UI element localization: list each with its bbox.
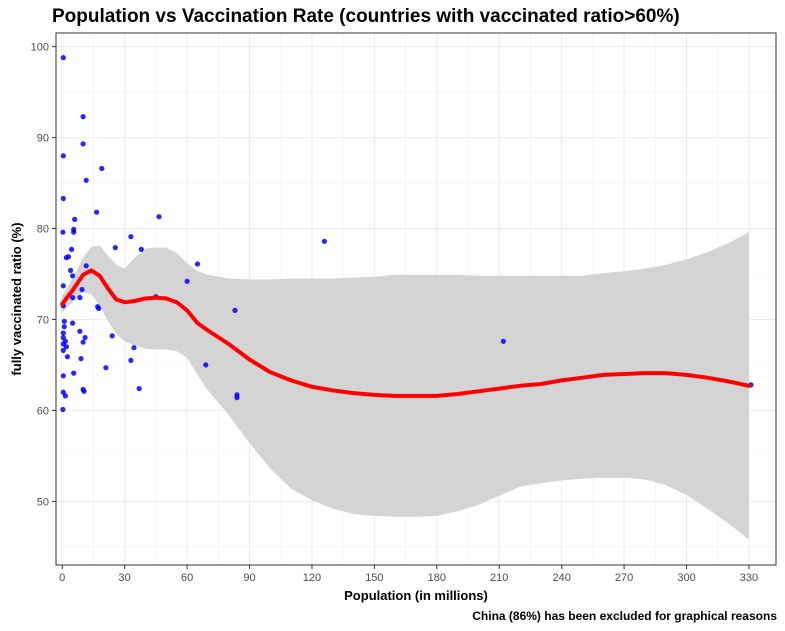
data-point: [203, 362, 209, 368]
data-point: [60, 283, 66, 289]
data-point: [60, 347, 66, 353]
data-point: [83, 263, 89, 269]
data-point: [136, 386, 142, 392]
data-point: [184, 278, 190, 284]
plot-border: [55, 32, 777, 566]
x-tick-label: 330: [740, 572, 758, 584]
smooth-trend-line: [60, 268, 751, 398]
data-point: [78, 356, 84, 362]
x-tick-label: 0: [59, 572, 65, 584]
x-tick-label: 210: [490, 572, 508, 584]
x-tick-label: 30: [119, 572, 131, 584]
data-point: [80, 339, 86, 345]
chart-title: Population vs Vaccination Rate (countrie…: [52, 6, 680, 27]
y-tick-label: 70: [37, 314, 49, 326]
data-point: [63, 255, 69, 261]
data-point: [80, 141, 86, 147]
data-point: [138, 246, 144, 252]
x-tick-label: 120: [303, 572, 321, 584]
x-tick-label: 90: [243, 572, 255, 584]
data-point: [70, 273, 76, 279]
x-tick-label: 270: [615, 572, 633, 584]
data-point: [60, 195, 66, 202]
data-point: [109, 333, 115, 339]
data-point: [60, 229, 66, 235]
data-point: [60, 330, 66, 336]
data-point: [60, 153, 66, 159]
data-point: [64, 354, 70, 360]
data-point: [61, 324, 67, 330]
data-point: [234, 395, 240, 401]
data-point: [94, 209, 100, 215]
x-tick-label: 300: [677, 572, 695, 584]
data-point: [71, 229, 77, 235]
data-point: [128, 234, 134, 240]
data-point: [83, 177, 89, 183]
y-tick-label: 50: [37, 496, 49, 508]
x-tick-label: 180: [428, 572, 446, 584]
y-tick-label: 100: [31, 42, 49, 54]
y-tick-label: 60: [37, 405, 49, 417]
data-point: [82, 335, 88, 341]
data-point: [128, 357, 134, 363]
data-point: [80, 114, 86, 120]
data-points: [60, 55, 754, 413]
y-axis-title: fully vaccinated ratio (%): [9, 222, 24, 375]
data-point: [68, 267, 74, 273]
data-point: [79, 286, 85, 293]
data-point: [81, 388, 87, 394]
data-point: [321, 238, 327, 244]
data-point: [62, 393, 68, 399]
x-axis-title: Population (in millions): [344, 588, 488, 603]
chart-caption: China (86%) has been excluded for graphi…: [472, 609, 777, 623]
data-point: [103, 365, 109, 371]
data-point: [63, 344, 69, 350]
y-tick-label: 90: [37, 133, 49, 145]
x-axis: 0 30 60 90 120 150 180 210 240 270 300 330: [59, 565, 758, 584]
data-point: [71, 370, 77, 376]
data-point: [500, 338, 506, 344]
data-point: [69, 246, 75, 252]
x-tick-label: 150: [365, 572, 383, 584]
data-point: [232, 307, 238, 313]
data-point: [70, 295, 76, 301]
data-point: [194, 261, 201, 267]
data-point: [60, 55, 66, 61]
x-tick-label: 60: [181, 572, 193, 584]
data-point: [131, 345, 137, 351]
x-tick-label: 240: [552, 572, 570, 584]
data-point: [77, 295, 83, 301]
data-point: [61, 318, 67, 324]
data-point: [112, 245, 118, 251]
data-point: [96, 305, 102, 312]
data-point: [60, 406, 66, 413]
data-point: [99, 165, 105, 172]
data-point: [77, 328, 83, 334]
data-point: [156, 214, 162, 220]
data-point: [70, 320, 76, 326]
y-axis: 50 60 70 80 90 100: [31, 42, 56, 508]
data-point: [60, 373, 66, 379]
data-point: [72, 216, 78, 222]
y-tick-label: 80: [37, 224, 49, 236]
